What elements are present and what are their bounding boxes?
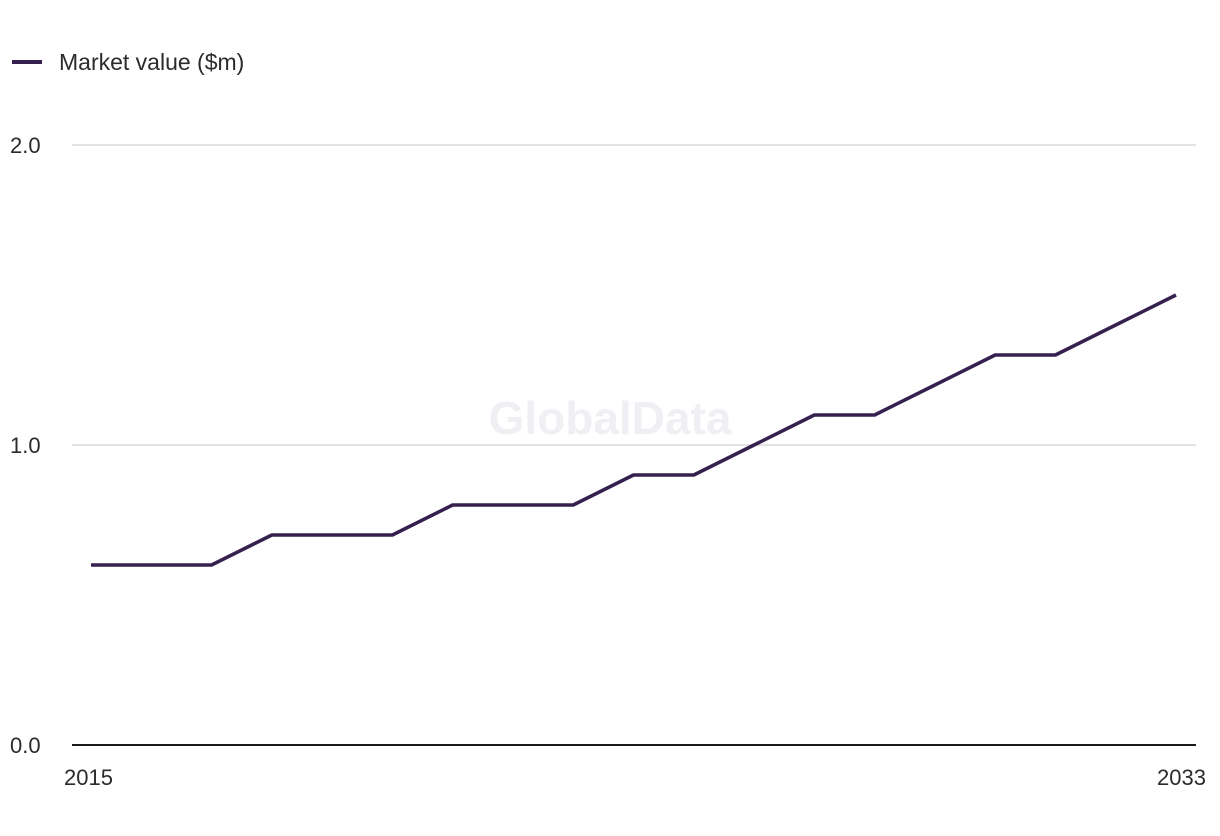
watermark-logo: GlobalData xyxy=(489,392,732,444)
x-axis-ticks: 2015 2033 xyxy=(64,765,1206,790)
x-tick-label: 2033 xyxy=(1157,765,1206,790)
legend-label: Market value ($m) xyxy=(59,49,244,75)
y-tick-label: 2.0 xyxy=(10,133,41,158)
legend: Market value ($m) xyxy=(12,49,244,75)
y-axis-ticks: 0.0 1.0 2.0 xyxy=(10,133,41,758)
y-tick-label: 0.0 xyxy=(10,733,41,758)
series-layer xyxy=(90,293,1177,567)
x-tick-label: 2015 xyxy=(64,765,113,790)
grid-lines xyxy=(72,144,1196,746)
y-tick-label: 1.0 xyxy=(10,433,41,458)
